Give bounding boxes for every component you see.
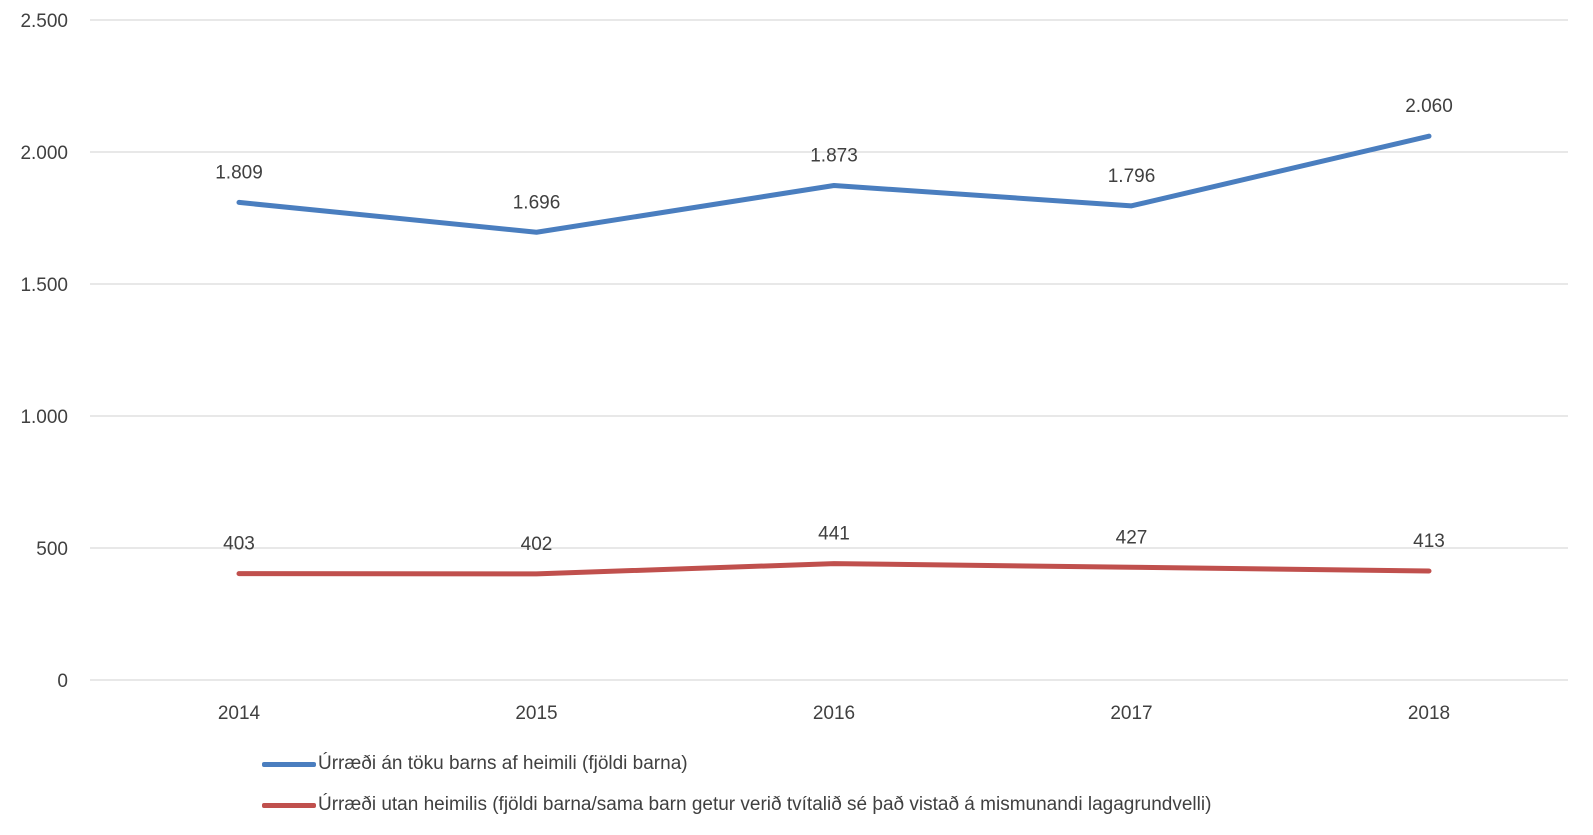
- legend-label-series-2: Úrræði utan heimilis (fjöldi barna/sama …: [318, 794, 1212, 815]
- series-line-2: [236, 561, 1432, 577]
- data-label: 1.796: [1108, 166, 1156, 187]
- y-tick-label: 1.000: [20, 407, 68, 428]
- x-tick-label: 2014: [218, 703, 261, 724]
- data-label: 413: [1413, 531, 1445, 552]
- data-label: 402: [521, 534, 553, 555]
- series-line-1: [236, 133, 1432, 235]
- y-tick-label: 500: [36, 539, 68, 560]
- data-label: 1.696: [513, 192, 561, 213]
- x-tick-label: 2018: [1408, 703, 1450, 724]
- x-tick-label: 2015: [515, 703, 557, 724]
- y-tick-label: 2.500: [20, 11, 68, 32]
- data-label: 1.809: [215, 162, 263, 183]
- x-tick-label: 2016: [813, 703, 855, 724]
- series-lines: [236, 133, 1432, 577]
- y-tick-label: 2.000: [20, 143, 68, 164]
- data-label: 441: [818, 524, 850, 545]
- x-tick-label: 2017: [1110, 703, 1152, 724]
- legend-label-series-1: Úrræði án töku barns af heimili (fjöldi …: [318, 753, 688, 774]
- legend-swatch-series-2: [262, 803, 316, 808]
- data-label: 427: [1116, 527, 1148, 548]
- gridlines: [90, 19, 1568, 681]
- y-tick-label: 1.500: [20, 275, 68, 296]
- data-label: 2.060: [1405, 96, 1453, 117]
- legend-swatch-series-1: [262, 762, 316, 767]
- data-label: 1.873: [810, 146, 858, 167]
- data-label: 403: [223, 534, 255, 555]
- x-axis-ticks: 2014 2015 2016 2017 2018: [218, 703, 1450, 724]
- y-axis-ticks: 0 500 1.000 1.500 2.000 2.500: [20, 11, 68, 692]
- data-labels: 1.809 1.696 1.873 1.796 2.060 403 402 441 427 413: [215, 96, 1453, 555]
- y-tick-label: 0: [57, 671, 68, 692]
